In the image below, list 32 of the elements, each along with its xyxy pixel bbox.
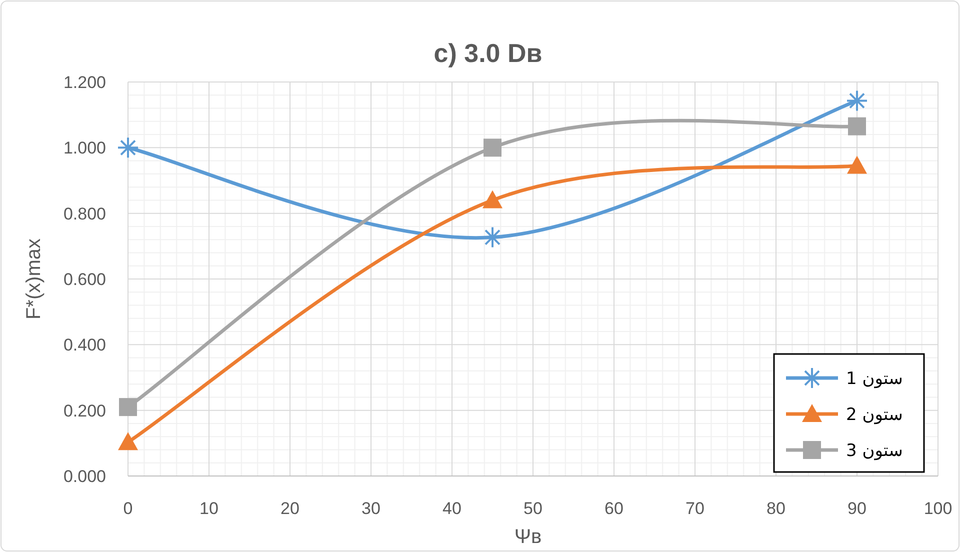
y-tick-label: 0.600 bbox=[63, 270, 106, 289]
y-tick-label: 1.000 bbox=[63, 138, 106, 158]
y-axis-title: F*(x)max bbox=[23, 238, 45, 320]
point bbox=[847, 156, 867, 174]
point bbox=[119, 398, 137, 416]
point bbox=[117, 136, 139, 159]
legend-label: ستون 1 bbox=[846, 369, 903, 389]
x-tick-label: 50 bbox=[524, 499, 542, 518]
y-tick-label: 0.400 bbox=[63, 336, 106, 355]
y-tick-label: 0.000 bbox=[63, 467, 106, 486]
point bbox=[846, 90, 868, 112]
point bbox=[848, 117, 866, 136]
x-tick-label: 80 bbox=[766, 499, 786, 518]
x-axis-title: Ψʙ bbox=[514, 526, 542, 548]
legend-label: ستون 2 bbox=[846, 405, 903, 425]
x-tick-label: 90 bbox=[848, 499, 866, 518]
point bbox=[118, 432, 138, 450]
y-tick-label: 1.200 bbox=[63, 73, 106, 92]
point bbox=[484, 138, 502, 157]
legend-label: ستون 3 bbox=[846, 441, 903, 461]
x-tick-label: 30 bbox=[362, 499, 380, 518]
x-tick-label: 70 bbox=[686, 499, 704, 518]
x-tick-label: 20 bbox=[280, 499, 300, 518]
y-tick-label: 0.800 bbox=[63, 204, 106, 224]
x-tick-label: 10 bbox=[200, 499, 218, 518]
chart-title: c) 3.0 Dʙ bbox=[434, 38, 542, 68]
point bbox=[482, 190, 502, 208]
x-tick-label: 0 bbox=[123, 499, 133, 518]
x-tick-label: 40 bbox=[442, 499, 462, 518]
x-tick-label: 100 bbox=[924, 499, 952, 518]
y-tick-label: 0.200 bbox=[63, 401, 106, 420]
x-tick-label: 60 bbox=[604, 499, 624, 518]
